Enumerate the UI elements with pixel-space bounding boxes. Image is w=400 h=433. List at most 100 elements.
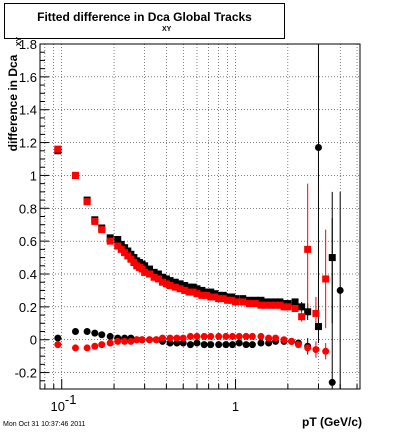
- y-tick-label: 1.8: [19, 37, 37, 52]
- data-point-square: [189, 288, 197, 296]
- data-point-square: [304, 245, 312, 253]
- data-point-circle: [280, 336, 288, 344]
- data-point-circle: [215, 341, 223, 349]
- data-point-circle: [322, 347, 330, 355]
- data-point-square: [158, 273, 166, 281]
- data-point-circle: [91, 329, 99, 337]
- x-tick-label-exponent: -1: [65, 392, 77, 407]
- data-point-circle: [294, 341, 302, 349]
- data-point-square: [181, 286, 189, 294]
- data-point-square: [185, 283, 193, 291]
- data-point-square: [276, 301, 284, 309]
- y-axis-label: difference in Dca: [6, 54, 20, 152]
- x-tick-label: 10: [50, 399, 64, 414]
- data-point-circle: [242, 332, 250, 340]
- data-point-square: [150, 268, 158, 276]
- data-point-circle: [54, 341, 62, 349]
- data-point-square: [106, 237, 114, 245]
- data-point-square: [176, 280, 184, 288]
- data-point-square: [193, 285, 201, 293]
- data-point-square: [304, 308, 312, 316]
- x-axis-label: pT (GeV/c): [301, 415, 362, 429]
- data-point-square: [257, 296, 265, 304]
- data-point-square: [154, 275, 162, 283]
- data-point-circle: [228, 341, 236, 349]
- data-point-circle: [186, 332, 194, 340]
- datestamp: Mon Oct 31 10:37:46 2011: [3, 421, 86, 428]
- data-point-circle: [127, 337, 135, 345]
- data-point-square: [251, 300, 259, 308]
- data-point-square: [272, 301, 280, 309]
- data-point-square: [114, 236, 122, 243]
- data-point-square: [91, 217, 99, 225]
- y-tick-label: 0.4: [19, 267, 37, 282]
- data-point-square: [54, 145, 62, 153]
- data-point-square: [291, 298, 299, 306]
- data-point-circle: [121, 337, 129, 345]
- data-point-square: [71, 171, 79, 179]
- data-point-square: [198, 286, 206, 294]
- data-point-circle: [106, 339, 114, 347]
- data-point-circle: [265, 339, 273, 347]
- data-point-circle: [193, 332, 201, 340]
- y-axis-label-subscript: XY: [16, 36, 24, 47]
- data-point-circle: [314, 144, 322, 151]
- data-point-square: [98, 226, 106, 234]
- data-point-square: [207, 288, 215, 296]
- data-point-square: [171, 283, 179, 291]
- chart-title-subscript: XY: [162, 26, 172, 33]
- data-point-circle: [83, 344, 91, 352]
- y-tick-label: 0.8: [19, 201, 37, 216]
- data-point-circle: [173, 339, 181, 347]
- data-point-circle: [336, 286, 344, 294]
- data-point-square: [171, 278, 179, 286]
- data-point-circle: [179, 339, 187, 347]
- data-point-square: [328, 254, 336, 262]
- data-point-circle: [54, 334, 62, 342]
- data-point-circle: [200, 332, 208, 340]
- data-point-square: [280, 303, 288, 311]
- data-point-square: [146, 265, 154, 273]
- x-tick-label: 1: [232, 399, 239, 414]
- title-box: Fitted difference in Dca Global Tracks X…: [4, 3, 285, 39]
- data-point-square: [291, 305, 299, 312]
- data-point-circle: [106, 332, 114, 340]
- data-point-circle: [71, 328, 79, 335]
- data-point-square: [298, 313, 306, 321]
- data-point-square: [228, 296, 236, 304]
- data-point-circle: [235, 332, 243, 340]
- data-point-circle: [248, 332, 256, 340]
- data-point-square: [215, 295, 223, 303]
- data-point-circle: [133, 336, 141, 344]
- data-point-circle: [257, 339, 265, 347]
- data-point-circle: [173, 334, 181, 342]
- data-point-square: [298, 303, 306, 311]
- data-point-square: [314, 323, 322, 331]
- data-point-square: [150, 273, 158, 281]
- data-point-circle: [248, 341, 256, 349]
- y-tick-label: 0.6: [19, 234, 37, 249]
- axis-layer: -0.2 0 0.2 0.4 0.6 0.8 1 1.2 1.4 1.6 1.8 10 -1 1: [15, 37, 361, 414]
- data-point-circle: [222, 332, 230, 340]
- data-point-circle: [265, 334, 273, 342]
- data-point-circle: [222, 341, 230, 349]
- data-point-circle: [91, 342, 99, 350]
- y-tick-label: 1.2: [19, 136, 37, 151]
- data-point-square: [83, 198, 91, 206]
- data-point-square: [193, 290, 201, 298]
- data-point-circle: [152, 336, 160, 344]
- data-point-circle: [193, 339, 201, 347]
- data-point-square: [158, 278, 166, 286]
- data-point-circle: [328, 378, 336, 386]
- data-point-square: [166, 282, 174, 289]
- data-point-square: [141, 268, 149, 276]
- y-tick-label: 1.6: [19, 70, 37, 85]
- data-point-circle: [83, 328, 91, 335]
- marker-layer: [54, 144, 344, 386]
- data-point-circle: [158, 334, 166, 342]
- data-point-square: [207, 293, 215, 301]
- data-point-square: [245, 300, 253, 308]
- data-point-circle: [146, 336, 154, 344]
